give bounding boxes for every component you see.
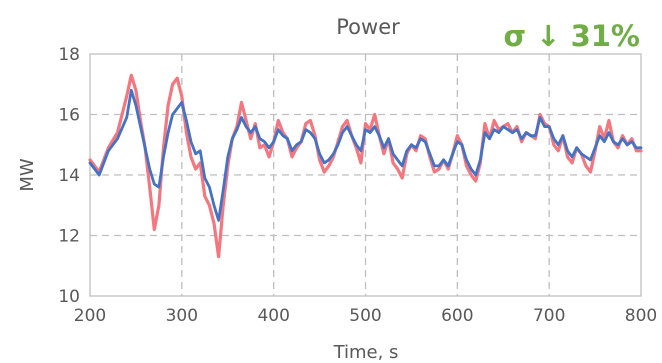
- y-tick-label: 18: [58, 45, 80, 65]
- x-tick-label: 600: [441, 306, 473, 326]
- x-tick-label: 800: [625, 306, 657, 326]
- y-tick-label: 14: [58, 166, 80, 186]
- x-tick-label: 400: [257, 306, 289, 326]
- y-tick-labels: 10 12 14 16 18: [58, 45, 80, 307]
- grid-lines: [90, 54, 641, 296]
- std-reduction-annotation: σ ↓ 31%: [504, 19, 641, 53]
- x-tick-label: 700: [533, 306, 565, 326]
- series-line-blue: [88, 88, 643, 222]
- x-tick-label: 500: [349, 306, 381, 326]
- x-tick-label: 200: [74, 306, 106, 326]
- x-tick-label: 300: [166, 306, 198, 326]
- x-tick-labels: 200 300 400 500 600 700 800: [74, 306, 657, 326]
- y-axis-title: MW: [17, 158, 38, 192]
- series-layer: [88, 73, 643, 259]
- plot-frame: [89, 53, 642, 297]
- y-tick-label: 12: [58, 227, 80, 247]
- y-tick-label: 10: [58, 287, 80, 307]
- x-axis-title: Time, s: [333, 342, 399, 363]
- y-tick-label: 16: [58, 106, 80, 126]
- series-line-red: [88, 73, 643, 259]
- chart-title: Power: [336, 15, 400, 39]
